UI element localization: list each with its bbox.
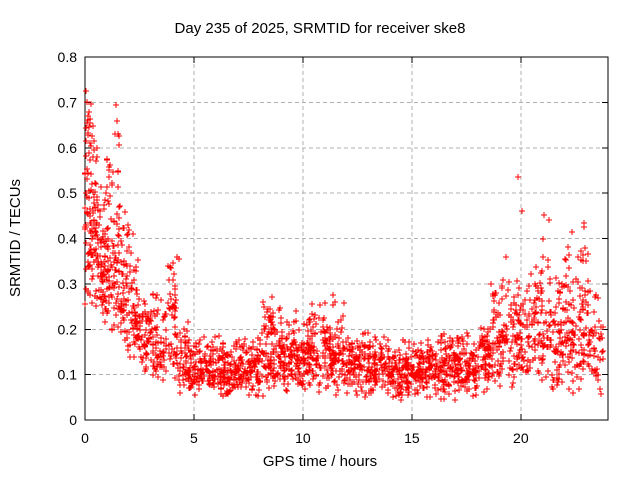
y-tick-label: 0.6 xyxy=(58,140,78,156)
x-tick-label: 10 xyxy=(295,430,311,446)
x-tick-label: 5 xyxy=(190,430,198,446)
y-tick-label: 0.2 xyxy=(58,321,78,337)
y-tick-label: 0.1 xyxy=(58,367,78,383)
y-tick-label: 0 xyxy=(69,412,77,428)
x-tick-label: 15 xyxy=(404,430,420,446)
y-tick-label: 0.7 xyxy=(58,94,78,110)
x-tick-label: 0 xyxy=(81,430,89,446)
y-tick-label: 0.8 xyxy=(58,49,78,65)
y-tick-label: 0.4 xyxy=(58,231,78,247)
tick-marks xyxy=(84,56,608,421)
chart-title: Day 235 of 2025, SRMTID for receiver ske… xyxy=(175,20,466,37)
y-tick-label: 0.5 xyxy=(58,185,78,201)
y-axis-label: SRMTID / TECUs xyxy=(7,179,24,297)
x-axis-label: GPS time / hours xyxy=(263,453,377,470)
data-points xyxy=(82,88,606,403)
chart-layer: 0 5 10 15 20 0 0.1 0.2 0.3 0.4 0.5 0.6 0.7 0.8 xyxy=(58,49,609,446)
y-tick-label: 0.3 xyxy=(58,276,78,292)
x-tick-label: 20 xyxy=(513,430,529,446)
